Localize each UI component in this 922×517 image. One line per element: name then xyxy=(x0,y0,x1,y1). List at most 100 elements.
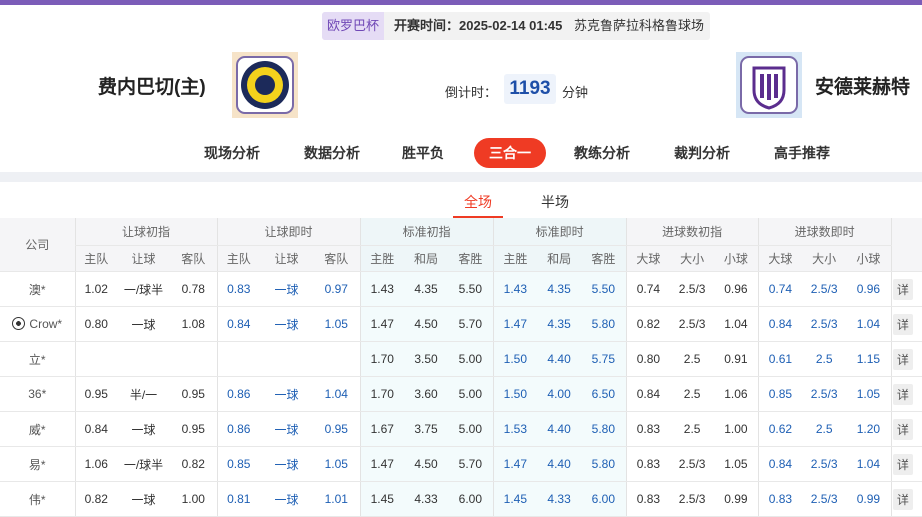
nav-tab[interactable]: 胜平负 xyxy=(402,145,444,161)
column-header: 大球 xyxy=(625,245,671,272)
odds-cell: 1.53 xyxy=(492,411,538,447)
odds-cell: 一球 xyxy=(260,411,314,447)
odds-cell: 一球 xyxy=(260,306,314,342)
company: 威* xyxy=(0,411,75,447)
odds-cell: 0.82 xyxy=(625,306,671,342)
detail-button[interactable]: 详 xyxy=(892,488,913,510)
odds-cell: 6.00 xyxy=(581,481,627,517)
odds-cell: 0.84 xyxy=(625,376,671,412)
odds-cell: 0.95 xyxy=(74,376,117,412)
odds-cell: 4.40 xyxy=(537,411,582,447)
subtab[interactable]: 半场 xyxy=(541,194,569,210)
odds-cell: 1.04 xyxy=(846,306,892,342)
column-header: 主胜 xyxy=(359,245,405,272)
odds-cell: 4.33 xyxy=(404,481,449,517)
odds-table: 公司 让球初指 让球即时 标准初指 标准即时 进球数初指 进球数即时 主队 让球 客队 主队 让球 客队… xyxy=(0,218,922,517)
nav-tab[interactable]: 数据分析 xyxy=(304,145,360,161)
odds-cell: 1.02 xyxy=(74,271,117,307)
match-info: 欧罗巴杯 开赛时间：2025-02-14 01:45 苏克鲁萨拉科格鲁球场 xyxy=(322,12,710,40)
odds-cell: 0.95 xyxy=(170,411,218,447)
odds-cell: 5.80 xyxy=(581,306,627,342)
column-header: 让球 xyxy=(117,245,170,272)
odds-cell: 1.04 xyxy=(313,376,361,412)
odds-cell: 5.50 xyxy=(581,271,627,307)
group-header: 进球数即时 xyxy=(757,218,892,246)
odds-cell xyxy=(170,341,218,377)
odds-cell: 2.5 xyxy=(802,341,847,377)
odds-cell: 0.81 xyxy=(216,481,261,517)
odds-cell: 0.84 xyxy=(216,306,261,342)
odds-cell: 1.70 xyxy=(359,376,405,412)
subtab[interactable]: 全场 xyxy=(453,190,503,218)
odds-cell: 2.5/3 xyxy=(670,481,715,517)
odds-cell: 2.5 xyxy=(670,411,715,447)
odds-cell: 一球 xyxy=(117,306,170,342)
odds-cell: 0.86 xyxy=(216,376,261,412)
odds-cell: 1.01 xyxy=(313,481,361,517)
company: 36* xyxy=(0,376,75,412)
odds-cell: 6.50 xyxy=(581,376,627,412)
detail-button[interactable]: 详 xyxy=(892,278,913,300)
odds-cell: 0.74 xyxy=(757,271,803,307)
detail-cell: 详 xyxy=(890,341,922,377)
column-header: 客队 xyxy=(313,245,361,272)
odds-cell: 5.80 xyxy=(581,411,627,447)
odds-cell: 0.82 xyxy=(170,446,218,482)
odds-row: 伟* 0.82 一球 1.00 0.81 一球 1.01 1.45 4.33 6.00 1.45 4.… xyxy=(0,481,922,517)
odds-cell: 2.5/3 xyxy=(802,446,847,482)
odds-cell: 1.04 xyxy=(846,446,892,482)
odds-cell: 2.5 xyxy=(802,411,847,447)
nav-tab[interactable]: 教练分析 xyxy=(574,145,630,161)
odds-cell: 2.5/3 xyxy=(802,306,847,342)
odds-row: 立* 1.70 3.50 5.00 1.50 4.40 5.75 0.80 2.5 0.91 0.6… xyxy=(0,341,922,377)
detail-button[interactable]: 详 xyxy=(892,313,913,335)
odds-cell: 1.47 xyxy=(359,306,405,342)
odds-cell: 0.82 xyxy=(74,481,117,517)
column-header: 客队 xyxy=(170,245,218,272)
company-name: Crow* xyxy=(29,317,63,331)
odds-cell: 1.70 xyxy=(359,341,405,377)
odds-cell: 3.75 xyxy=(404,411,449,447)
subheader-row: 主队 让球 客队 主队 让球 客队 主胜 和局 客胜 主胜 和局 客胜 大球 大小 小球 大球 大小 小球 xyxy=(0,245,922,272)
detail-button[interactable]: 详 xyxy=(892,418,913,440)
odds-cell: 一球 xyxy=(117,411,170,447)
odds-cell: 5.00 xyxy=(448,376,494,412)
nav-tab[interactable]: 现场分析 xyxy=(204,145,260,161)
column-header: 和局 xyxy=(537,245,582,272)
company-name: 澳* xyxy=(28,282,46,297)
odds-cell: 0.85 xyxy=(757,376,803,412)
company-name: 36* xyxy=(28,387,47,401)
company: 伟* xyxy=(0,481,75,517)
nav-tab[interactable]: 高手推荐 xyxy=(774,145,830,161)
odds-cell: 一球 xyxy=(260,376,314,412)
countdown-value: 1193 xyxy=(504,74,556,104)
odds-cell: 2.5/3 xyxy=(802,271,847,307)
odds-cell: 3.60 xyxy=(404,376,449,412)
odds-cell: 0.95 xyxy=(313,411,361,447)
detail-button[interactable]: 详 xyxy=(892,348,913,370)
odds-cell: 一球 xyxy=(117,481,170,517)
odds-cell: 1.50 xyxy=(492,376,538,412)
odds-cell: 1.05 xyxy=(846,376,892,412)
odds-cell: 6.00 xyxy=(448,481,494,517)
odds-cell: 2.5/3 xyxy=(802,376,847,412)
odds-row: 澳* 1.02 一/球半 0.78 0.83 一球 0.97 1.43 4.35 5.50 1.43… xyxy=(0,271,922,307)
company-name: 易* xyxy=(28,457,46,472)
column-header: 主队 xyxy=(74,245,117,272)
company-name: 伟* xyxy=(28,492,46,507)
detail-cell: 详 xyxy=(890,271,922,307)
odds-cell: 5.70 xyxy=(448,446,494,482)
nav-tab[interactable]: 三合一 xyxy=(474,138,546,168)
nav-tab[interactable]: 裁判分析 xyxy=(674,145,730,161)
countdown-label: 倒计时： xyxy=(445,85,498,100)
nav-bar: 现场分析 数据分析 胜平负 三合一 教练分析 裁判分析 高手推荐 xyxy=(0,138,922,168)
odds-cell: 1.00 xyxy=(170,481,218,517)
odds-cell: 5.75 xyxy=(581,341,627,377)
group-header: 标准即时 xyxy=(492,218,627,246)
odds-cell: 1.45 xyxy=(492,481,538,517)
odds-cell: 一球 xyxy=(260,446,314,482)
odds-row: Crow* 0.80 一球 1.08 0.84 一球 1.05 1.47 4.50 5.70 1.4… xyxy=(0,306,922,342)
detail-button[interactable]: 详 xyxy=(892,453,913,475)
detail-button[interactable]: 详 xyxy=(892,383,913,405)
odds-cell: 4.35 xyxy=(537,306,582,342)
